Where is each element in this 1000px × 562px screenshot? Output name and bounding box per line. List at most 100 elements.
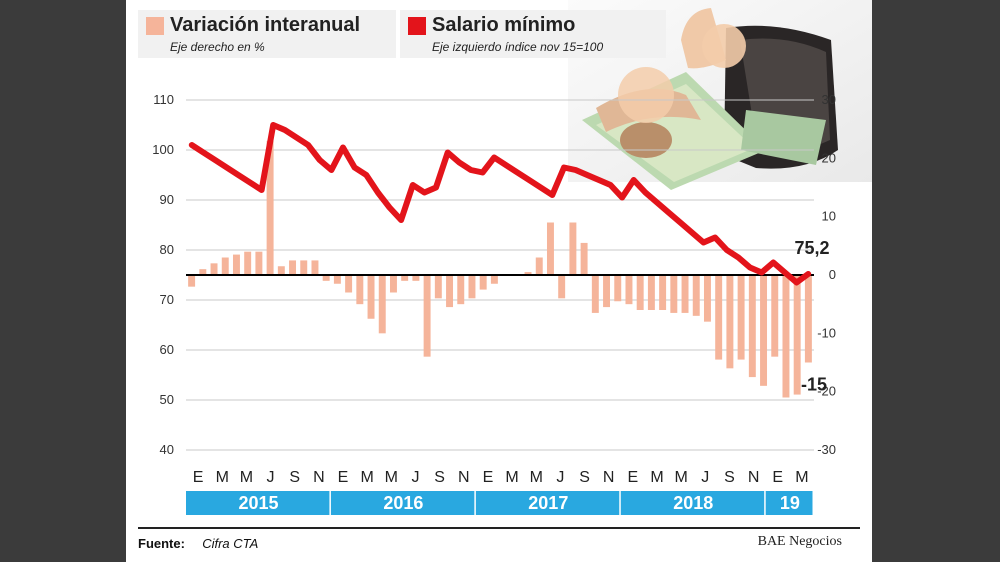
- month-tick: M: [360, 469, 373, 486]
- footer-rule: [138, 527, 860, 529]
- source-note: Fuente: Cifra CTA: [138, 536, 258, 551]
- variation-bar: [434, 275, 442, 299]
- month-tick: M: [240, 469, 253, 486]
- variation-bar: [221, 257, 229, 275]
- left-axis-tick: 40: [160, 442, 174, 457]
- year-label: 2018: [673, 493, 713, 513]
- variation-bar: [614, 275, 622, 302]
- variation-bar: [670, 275, 678, 313]
- left-axis-tick: 60: [160, 342, 174, 357]
- year-label: 2017: [528, 493, 568, 513]
- variation-bar: [389, 275, 397, 293]
- right-axis-tick: -20: [817, 384, 836, 399]
- variation-bar: [804, 275, 812, 363]
- legend-salary-title: Salario mínimo: [432, 14, 576, 36]
- month-tick: M: [505, 469, 518, 486]
- variation-bar: [311, 260, 319, 275]
- month-tick: E: [628, 469, 639, 486]
- variation-bar: [659, 275, 667, 310]
- year-label: 19: [780, 493, 800, 513]
- variation-bar: [703, 275, 711, 322]
- variation-bar: [232, 254, 240, 275]
- variation-bar: [210, 263, 218, 275]
- variation-bar: [367, 275, 375, 319]
- variation-bar: [345, 275, 353, 293]
- variation-bar: [524, 272, 532, 275]
- source-label: Fuente:: [138, 536, 185, 551]
- right-axis-tick: 30: [822, 92, 836, 107]
- variation-bar: [636, 275, 644, 310]
- variation-bar: [457, 275, 465, 305]
- salary-line: [188, 122, 812, 286]
- variation-bar: [625, 275, 633, 305]
- left-axis-tick: 80: [160, 242, 174, 257]
- variation-bar: [726, 275, 734, 369]
- month-tick: E: [193, 469, 204, 486]
- variation-bar: [401, 275, 409, 281]
- month-tick: M: [385, 469, 398, 486]
- month-tick: N: [748, 469, 760, 486]
- left-axis-tick: 50: [160, 392, 174, 407]
- left-axis-tick: 110: [153, 92, 174, 107]
- month-tick: M: [795, 469, 808, 486]
- variation-bar: [244, 251, 252, 275]
- variation-bar: [692, 275, 700, 316]
- variation-bar: [356, 275, 364, 305]
- year-band: [330, 491, 475, 515]
- legend-salary-swatch: [408, 17, 426, 35]
- variation-bar: [266, 140, 274, 275]
- variation-bar: [479, 275, 487, 290]
- variation-bar: [558, 275, 566, 299]
- source-value: Cifra CTA: [202, 536, 259, 551]
- variation-bar: [322, 275, 330, 281]
- variation-bar: [412, 275, 420, 281]
- right-axis-tick: 10: [822, 209, 836, 224]
- variation-bar: [748, 275, 756, 378]
- legend-variation-subtitle: Eje derecho en %: [170, 40, 265, 54]
- variation-bar: [737, 275, 745, 360]
- variation-bar: [771, 275, 779, 357]
- right-axis-tick: 20: [822, 150, 836, 165]
- variation-bar: [255, 251, 263, 275]
- variation-bar: [546, 222, 554, 275]
- right-axis-tick: -10: [817, 325, 836, 340]
- year-label: 2016: [383, 493, 423, 513]
- variation-bar: [681, 275, 689, 313]
- right-axis-tick: 0: [829, 267, 836, 282]
- variation-bar: [378, 275, 386, 334]
- variation-bar: [782, 275, 790, 398]
- month-tick: J: [411, 469, 419, 486]
- variation-bar: [793, 275, 801, 395]
- variation-bar: [603, 275, 611, 308]
- month-tick: J: [556, 469, 564, 486]
- month-tick: J: [701, 469, 709, 486]
- year-label: 2015: [238, 493, 278, 513]
- variation-bar: [591, 275, 599, 313]
- month-tick: M: [650, 469, 663, 486]
- month-tick: S: [289, 469, 300, 486]
- salary-last-label: 75,2: [794, 238, 829, 258]
- variation-bar: [333, 275, 341, 284]
- month-tick: M: [530, 469, 543, 486]
- legend-salary: Salario mínimo Eje izquierdo índice nov …: [400, 10, 666, 58]
- variation-bar: [490, 275, 498, 284]
- left-axis-tick: 90: [160, 192, 174, 207]
- month-tick: S: [724, 469, 735, 486]
- year-band: [765, 491, 813, 515]
- right-axis-tick: -30: [817, 442, 836, 457]
- month-tick: E: [483, 469, 494, 486]
- legend-variation-title: Variación interanual: [170, 14, 361, 36]
- month-tick: J: [267, 469, 275, 486]
- variation-bar: [569, 222, 577, 275]
- variation-bar: [580, 242, 588, 275]
- variation-bar: [289, 260, 297, 275]
- variation-bar: [423, 275, 431, 357]
- left-axis-tick: 100: [152, 142, 174, 157]
- month-tick: S: [579, 469, 590, 486]
- month-tick: E: [338, 469, 349, 486]
- month-tick: M: [216, 469, 229, 486]
- variation-bar: [300, 260, 308, 275]
- left-axis-tick: 70: [160, 292, 174, 307]
- month-tick: S: [434, 469, 445, 486]
